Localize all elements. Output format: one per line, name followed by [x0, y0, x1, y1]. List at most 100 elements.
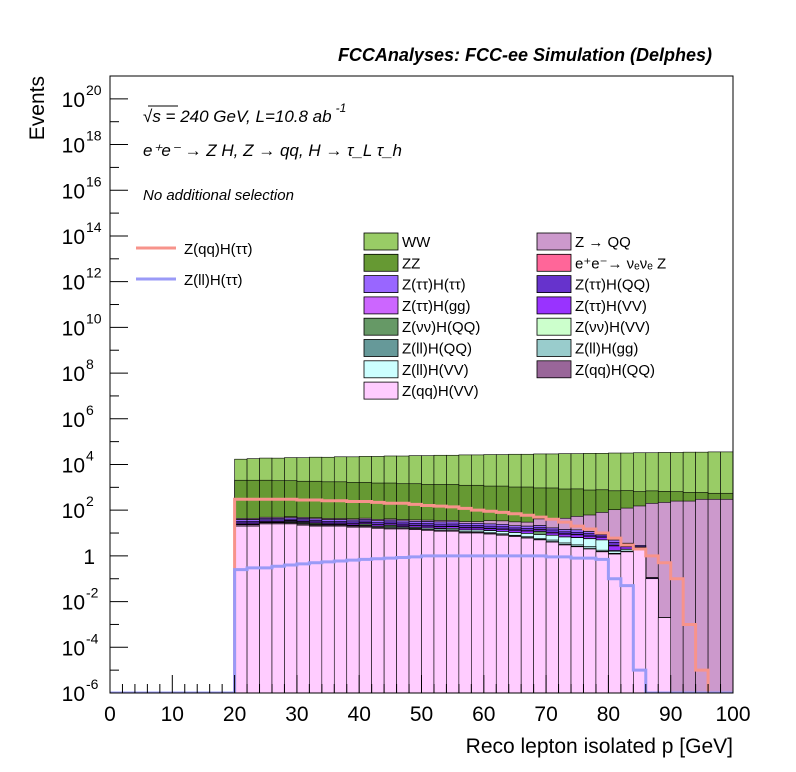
process-label: e⁺e⁻ → Z H, Z → qq, H → τ_L τ_h [143, 141, 402, 160]
y-tick-exponent: 4 [86, 447, 94, 463]
y-tick-label: 10 [62, 500, 85, 523]
bar-z-qq [670, 500, 684, 693]
legend-swatch [536, 360, 572, 379]
legend-swatch [536, 296, 572, 315]
bar-z-qq [707, 498, 721, 693]
y-tick-label: 10 [62, 683, 85, 706]
y-tick-exponent: -6 [86, 676, 99, 692]
legend-label: Z(ττ)H(gg) [402, 298, 471, 315]
stacked-histograms [234, 451, 733, 693]
x-tick-label: 80 [597, 703, 620, 726]
x-tick-label: 90 [659, 703, 682, 726]
legend-label: Z(qq)H(QQ) [575, 362, 655, 379]
y-tick-label: 10 [62, 454, 85, 477]
legend-swatch [536, 232, 572, 251]
legend-label: WW [402, 234, 431, 251]
bar-z-qq-h-vv [234, 525, 248, 693]
bar-z-qq [695, 498, 709, 693]
bar-z-qq-h-vv [271, 523, 285, 693]
legend-label: Z(νν)H(VV) [575, 319, 650, 336]
x-tick-label: 10 [161, 703, 184, 726]
legend-swatch [363, 275, 399, 294]
signal-line-z-ll-h [110, 554, 733, 693]
legend-label: Z(ττ)H(QQ) [575, 277, 650, 294]
signal-line-z-qq-h [110, 497, 733, 693]
y-tick-exponent: 20 [86, 82, 102, 98]
legend-swatch [363, 232, 399, 251]
y-tick-exponent: -4 [86, 630, 99, 646]
selection-label: No additional selection [143, 187, 294, 204]
bar-z-qq-h-vv [346, 526, 360, 693]
legend-swatch [363, 253, 399, 272]
legend-label: e⁺e⁻→ νₑνₑ Z [575, 255, 666, 272]
legend-swatch [536, 339, 572, 357]
legend-swatch [536, 253, 572, 272]
bar-z-qq-h-vv [259, 523, 273, 693]
legend-label: Z(qq)H(VV) [402, 383, 479, 400]
y-axis-label: Events [26, 76, 49, 140]
y-tick-exponent: 8 [86, 356, 94, 372]
x-tick-label: 50 [410, 703, 433, 726]
bar-z-qq-h-vv [408, 529, 422, 693]
bar-z-qq-h-vv [545, 541, 559, 693]
legend-label: Z → QQ [575, 234, 631, 251]
y-tick-exponent: 6 [86, 402, 94, 418]
y-tick-exponent: 12 [86, 265, 102, 281]
y-tick-label: 10 [62, 363, 85, 386]
legend-backgrounds: WW Z → QQ ZZ e⁺e⁻→ νₑνₑ Z Z(ττ)H(ττ) Z(ττ)H(Q… [363, 232, 666, 400]
bar-z-qq-h-vv [296, 524, 310, 693]
legend-label: Z(ττ)H(VV) [575, 298, 647, 315]
legend-label: Z(ττ)H(ττ) [402, 277, 466, 294]
bar-z-qq-h-vv [645, 578, 659, 693]
bar-z-qq-h-vv [284, 523, 298, 693]
bar-z-qq-h-vv [583, 548, 597, 693]
y-tick-exponent: 16 [86, 173, 102, 189]
legend-label: Z(ll)H(VV) [402, 362, 469, 379]
bar-z-qq-h-vv [321, 525, 335, 693]
legend-signal-label: Z(ll)H(ττ) [184, 272, 243, 289]
y-tick-label: 10 [62, 409, 85, 432]
bar-z-qq-h-vv [520, 537, 534, 693]
y-tick-exponent: -2 [86, 585, 99, 601]
legend-swatch [536, 317, 572, 336]
bar-z-qq-h-vv [371, 528, 385, 693]
legend-swatch [363, 381, 399, 400]
x-tick-label: 100 [715, 703, 750, 726]
bar-z-qq-h-vv [570, 546, 584, 693]
x-tick-label: 40 [348, 703, 371, 726]
legend-label: Z(ll)H(gg) [575, 341, 638, 358]
bar-z-qq-h-vv [533, 539, 547, 693]
y-tick-label: 10 [62, 317, 85, 340]
bar-z-qq-h-vv [333, 525, 348, 693]
y-tick-label: 10 [62, 89, 85, 112]
bar-z-qq-h-vv [608, 553, 622, 693]
x-tick-label: 0 [104, 703, 116, 726]
legend-swatch [363, 339, 399, 357]
y-tick-label: 1 [83, 546, 95, 569]
y-tick-exponent: 14 [86, 219, 102, 235]
legend-swatch [363, 296, 399, 315]
legend-label: Z(ll)H(QQ) [402, 341, 472, 358]
y-tick-label: 10 [62, 592, 85, 615]
y-tick-label: 10 [62, 180, 85, 203]
x-tick-label: 70 [534, 703, 557, 726]
bar-z-qq-h-vv [383, 528, 397, 693]
bar-z-qq-h-vv [495, 534, 510, 693]
stack-z-qq-h-vv [234, 523, 671, 693]
x-axis: 0 10 20 30 40 50 60 70 80 90 100 [104, 675, 751, 726]
y-tick-label: 10 [62, 226, 85, 249]
legend-swatch [363, 317, 399, 336]
chart-title: FCCAnalyses: FCC-ee Simulation (Delphes) [338, 45, 712, 65]
y-tick-exponent: 10 [86, 310, 102, 326]
bar-z-qq-h-vv [558, 544, 572, 693]
bar-z-qq-h-vv [396, 528, 410, 693]
bar-z-qq [682, 500, 696, 693]
y-tick-exponent: 18 [86, 128, 102, 144]
legend-signal: Z(qq)H(ττ) Z(ll)H(ττ) [136, 241, 253, 289]
x-tick-label: 20 [223, 703, 246, 726]
legend-signal-label: Z(qq)H(ττ) [184, 241, 253, 258]
y-tick-label: 10 [62, 135, 85, 158]
bar-z-qq-h-vv [246, 525, 260, 693]
bar-z-qq-h-vv [595, 551, 609, 693]
